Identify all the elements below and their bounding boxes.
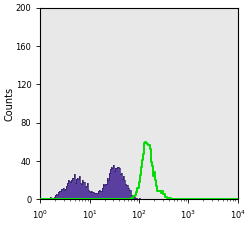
Y-axis label: Counts: Counts [4,86,14,121]
